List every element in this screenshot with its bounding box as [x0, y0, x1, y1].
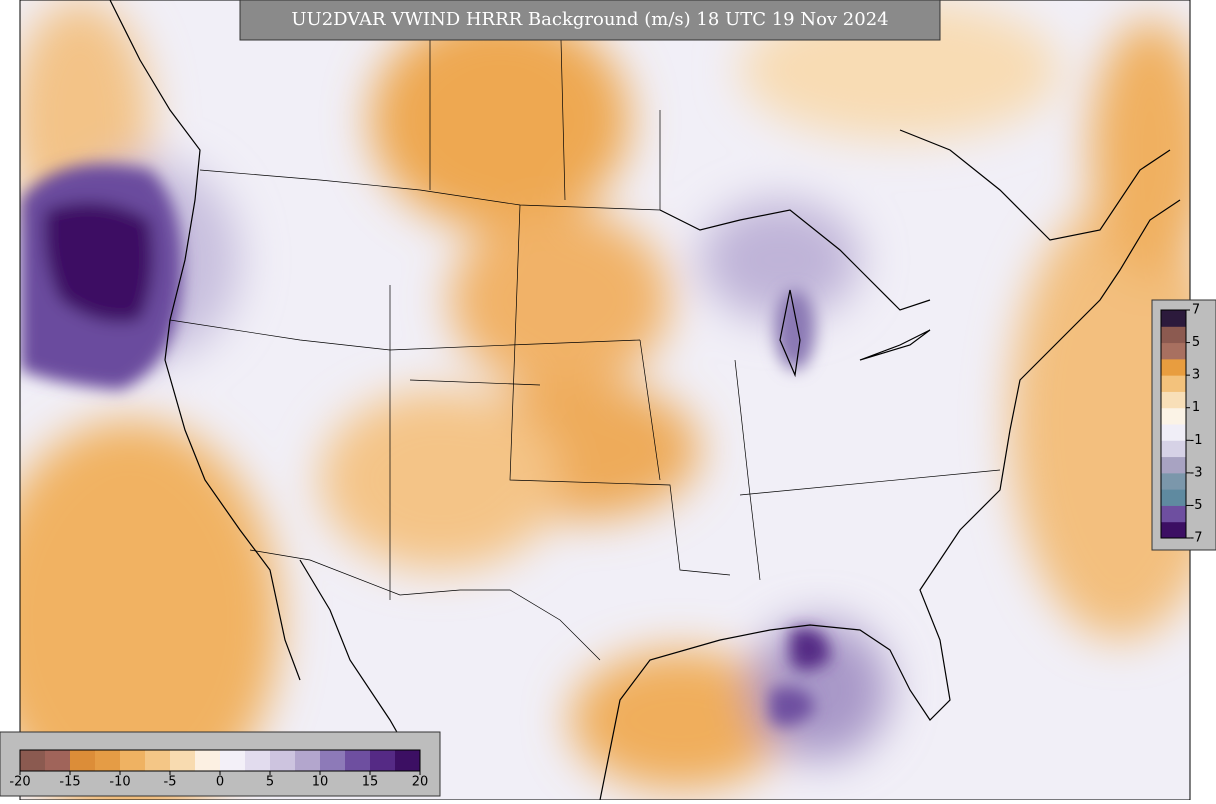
color-bin — [145, 750, 171, 771]
color-bin — [395, 750, 421, 771]
color-bin — [1161, 326, 1186, 344]
color-bin — [345, 750, 371, 771]
tick-label: 1 — [1192, 400, 1200, 415]
color-bin — [220, 750, 246, 771]
color-bin — [1161, 358, 1186, 376]
color-bin — [1161, 521, 1186, 539]
color-bin — [70, 750, 96, 771]
color-bin — [270, 750, 296, 771]
tick-label: 15 — [362, 775, 379, 790]
color-bin — [1161, 456, 1186, 474]
tick-label: 0 — [216, 775, 224, 790]
color-bin — [1161, 489, 1186, 506]
tick-label: -10 — [109, 775, 130, 790]
tick-label: -7 — [1190, 531, 1203, 546]
color-bin — [20, 750, 46, 771]
color-bin — [170, 750, 196, 771]
colorbar-outline — [1160, 309, 1187, 539]
borders — [169, 0, 1001, 661]
color-bin — [1161, 391, 1186, 409]
tick-label: 7 — [1192, 303, 1200, 318]
tick-label: -3 — [1190, 465, 1203, 480]
color-bin — [1161, 472, 1186, 490]
title-box — [239, 0, 941, 41]
tick-label: 10 — [312, 775, 329, 790]
color-bin — [120, 750, 146, 771]
tick-label: 20 — [412, 775, 429, 790]
tick-label: 3 — [1192, 368, 1200, 383]
color-bin — [45, 750, 71, 771]
color-bin — [1161, 505, 1186, 523]
tick-label: -20 — [9, 775, 30, 790]
color-bin — [1161, 407, 1186, 425]
color-bin — [1161, 375, 1186, 392]
tick-label: 5 — [266, 775, 274, 790]
color-bin — [245, 750, 271, 771]
tick-label: -5 — [1190, 498, 1203, 513]
tick-label: -5 — [164, 775, 177, 790]
color-bin — [1161, 440, 1186, 458]
color-bin — [1161, 424, 1186, 441]
color-bin — [1161, 342, 1186, 360]
tick-label: -15 — [59, 775, 80, 790]
tick-label: -1 — [1190, 433, 1203, 448]
tick-label: 5 — [1192, 335, 1200, 350]
color-bin — [295, 750, 321, 771]
colorbars: -20 -15 -10 -5 0 5 10 15 20 7 5 3 1 -1 -3 -5 -7 — [9, 303, 1202, 790]
color-bin — [95, 750, 121, 771]
map-title: UU2DVAR VWIND HRRR Background (m/s) 18 U… — [291, 9, 888, 30]
color-bin — [320, 750, 346, 771]
color-bin — [1161, 310, 1186, 327]
color-bin — [370, 750, 396, 771]
color-bin — [195, 750, 221, 771]
